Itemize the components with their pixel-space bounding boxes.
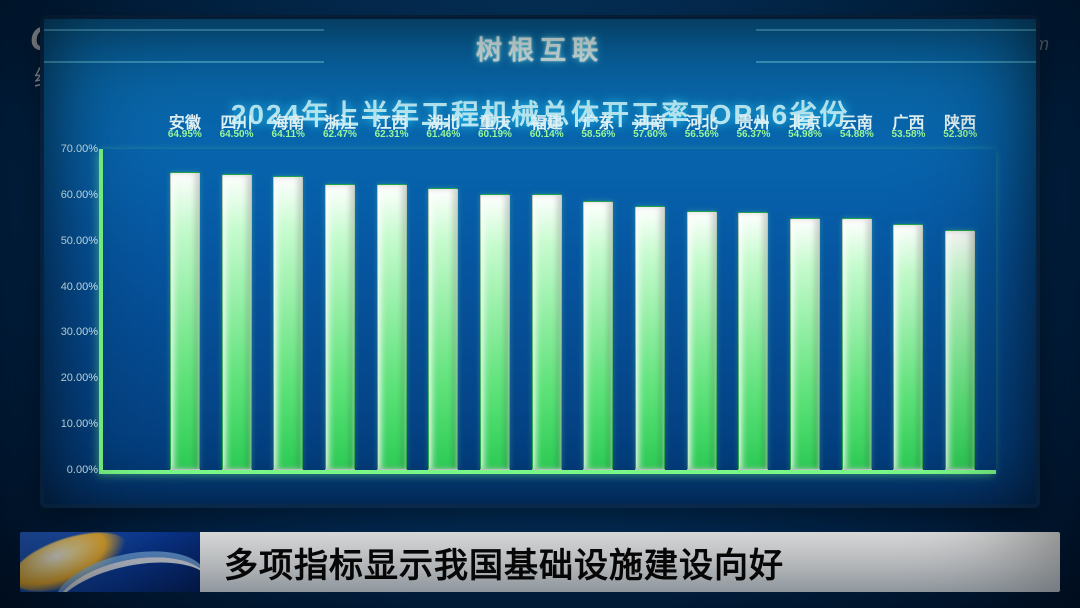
bar-slot: 陕西52.30% [934,149,986,470]
presentation-screen: 树根互联 2024年上半年工程机械总体开工率TOP16省份 安徽64.95%四川… [40,15,1040,508]
bar [480,194,510,470]
bar-value-label: 57.60% [633,129,667,140]
bar-slot: 云南54.88% [831,149,883,470]
bar-value-label: 64.50% [220,129,254,140]
y-axis-label: 0.00% [48,464,98,476]
bar [583,201,613,470]
bar-value-label: 62.31% [375,129,409,140]
bar-slot: 海南64.11% [262,149,314,470]
bar-slot: 四川64.50% [211,149,263,470]
screen-header-band: 树根互联 [44,25,1036,71]
bar-slot: 安徽64.95% [159,149,211,470]
y-axis-label: 20.00% [48,372,98,384]
bar-value-label: 60.19% [478,129,512,140]
bar-slot: 福建60.14% [521,149,573,470]
bar-value-label: 54.88% [840,129,874,140]
bar-value-label: 54.98% [788,129,822,140]
headline-text: 多项指标显示我国基础设施建设向好 [224,538,784,587]
screen-header-text: 树根互联 [476,30,604,67]
bar-slot: 河北56.56% [676,149,728,470]
bar [790,218,820,470]
bar [532,194,562,470]
bar [842,218,872,470]
bar [893,224,923,470]
bar-value-label: 64.11% [272,129,305,140]
bar-slot: 河南57.60% [624,149,676,470]
bar [222,174,252,470]
y-axis-label: 50.00% [48,235,98,247]
bar-value-label: 52.30% [943,129,977,140]
bar [945,230,975,470]
bar-slot: 湖北61.46% [417,149,469,470]
bar-value-label: 56.37% [736,129,770,140]
bar-slot: 北京54.98% [779,149,831,470]
bar [377,184,407,470]
bar [738,212,768,470]
bar-value-label: 62.47% [323,129,357,140]
bar [170,172,200,470]
lower-third: 多项指标显示我国基础设施建设向好 [20,532,1060,592]
bar-value-label: 64.95% [168,129,202,140]
bar [325,184,355,470]
y-axis-label: 30.00% [48,326,98,338]
bar-value-label: 60.14% [530,129,564,140]
bar [273,176,303,470]
bar-slot: 重庆60.19% [469,149,521,470]
bar-slot: 江西62.31% [366,149,418,470]
bars-container: 安徽64.95%四川64.50%海南64.11%浙江62.47%江西62.31%… [159,149,986,470]
chart-area: 安徽64.95%四川64.50%海南64.11%浙江62.47%江西62.31%… [99,149,996,474]
bar-slot: 贵州56.37% [728,149,780,470]
bar [428,188,458,470]
y-axis-label: 60.00% [48,189,98,201]
bar-value-label: 58.56% [581,129,615,140]
y-axis-label: 10.00% [48,418,98,430]
bar-value-label: 61.46% [426,129,460,140]
bar [687,211,717,470]
bar-slot: 广东58.56% [573,149,625,470]
bar [635,206,665,470]
y-axis-label: 70.00% [48,143,98,155]
bar-value-label: 56.56% [685,129,719,140]
y-axis-label: 40.00% [48,281,98,293]
bar-slot: 广西53.58% [883,149,935,470]
headline-strip: 多项指标显示我国基础设施建设向好 [200,532,1060,592]
bar-slot: 浙江62.47% [314,149,366,470]
news-emblem-icon [20,532,200,592]
bar-value-label: 53.58% [892,129,926,140]
